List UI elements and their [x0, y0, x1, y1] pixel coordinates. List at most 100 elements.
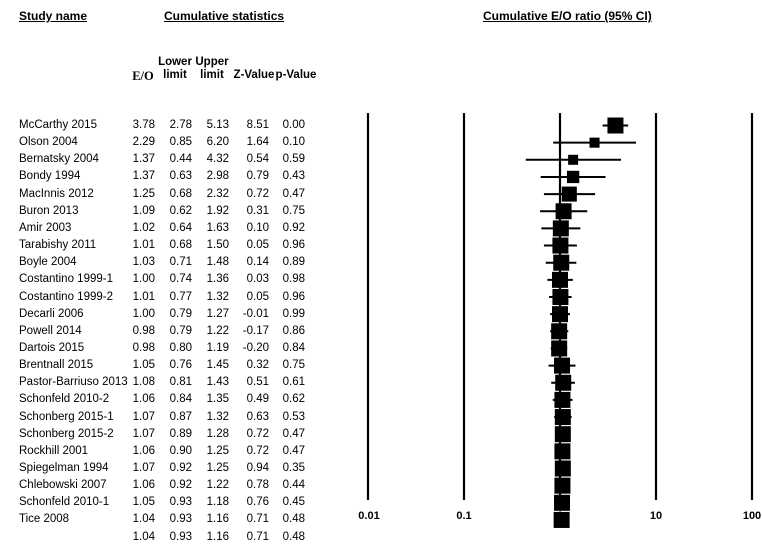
- cell-upper: 1.16: [206, 530, 229, 543]
- cell-upper: 1.28: [206, 427, 229, 440]
- cell-lower: 0.93: [169, 530, 192, 543]
- cell-p: 0.99: [282, 307, 305, 320]
- estimate-square: [554, 494, 571, 511]
- estimate-square: [554, 357, 571, 374]
- cell-p: 0.10: [282, 136, 305, 149]
- cell-upper: 2.32: [206, 187, 229, 200]
- cell-upper: 1.32: [206, 290, 229, 303]
- study-name: Schonberg 2015-2: [19, 427, 114, 440]
- table-row: Bernatsky 2004 1.37 0.44 4.32 0.54 0.59: [0, 153, 340, 170]
- cell-upper: 1.16: [206, 513, 229, 526]
- cell-lower: 0.85: [169, 136, 192, 149]
- table-row: Olson 2004 2.29 0.85 6.20 1.64 0.10: [0, 136, 340, 153]
- estimate-square: [552, 237, 569, 254]
- cell-z: 0.78: [246, 479, 269, 492]
- cell-p: 0.44: [282, 479, 305, 492]
- study-name: Chlebowski 2007: [19, 479, 107, 492]
- cell-z: 0.32: [246, 359, 269, 372]
- cell-p: 0.89: [282, 256, 305, 269]
- cell-z: 0.76: [246, 496, 269, 509]
- cell-lower: 0.68: [169, 187, 192, 200]
- cell-eo: 3.78: [132, 119, 155, 131]
- study-name: Tarabishy 2011: [19, 239, 97, 252]
- cell-lower: 0.79: [169, 324, 192, 337]
- study-name: McCarthy 2015: [19, 119, 97, 131]
- estimate-square: [554, 426, 571, 443]
- estimate-square: [554, 477, 571, 494]
- cell-upper: 4.32: [206, 153, 229, 166]
- table-row: McCarthy 2015 3.78 2.78 5.13 8.51 0.00: [0, 119, 340, 136]
- cell-eo: 1.37: [132, 170, 155, 183]
- cumulative-statistics-header: Cumulative statistics: [164, 9, 285, 23]
- x-tick-label-1: 1: [556, 510, 564, 522]
- cell-p: 0.48: [282, 513, 305, 526]
- cell-upper: 1.36: [206, 273, 229, 286]
- cell-upper: 1.27: [206, 307, 229, 320]
- cell-z: 0.54: [246, 153, 269, 166]
- estimate-square: [589, 137, 600, 148]
- forest-plot: [366, 113, 754, 528]
- estimate-square: [554, 391, 571, 408]
- cell-p: 0.96: [282, 239, 305, 252]
- estimate-square: [554, 460, 571, 477]
- cell-lower: 0.74: [169, 273, 192, 286]
- table-row: Decarli 2006 1.00 0.79 1.27 -0.01 0.99: [0, 308, 340, 325]
- cell-z: 0.05: [246, 239, 269, 252]
- estimate-square: [552, 289, 569, 305]
- estimate-square: [551, 323, 568, 340]
- x-tick-label-0.01: 0.01: [358, 510, 380, 522]
- cell-p: 0.47: [282, 444, 305, 457]
- cell-upper: 1.63: [206, 221, 229, 234]
- cell-lower: 0.92: [169, 462, 192, 474]
- cell-lower: 0.63: [169, 170, 192, 183]
- col-header-lower-line2: limit: [163, 69, 187, 81]
- cell-eo: 1.37: [132, 153, 155, 166]
- table-row: Powell 2014 0.98 0.79 1.22 -0.17 0.86: [0, 325, 340, 342]
- cell-upper: 1.48: [206, 256, 229, 269]
- x-tick-label-100: 100: [742, 510, 762, 522]
- table-row: MacInnis 2012 1.25 0.68 2.32 0.72 0.47: [0, 188, 340, 205]
- col-header-upper-line2: limit: [200, 69, 224, 81]
- table-row: Buron 2013 1.09 0.62 1.92 0.31 0.75: [0, 205, 340, 222]
- cell-z: 0.72: [246, 444, 269, 457]
- cell-eo: 1.00: [132, 307, 155, 320]
- cell-upper: 1.92: [206, 204, 229, 217]
- cell-p: 0.53: [282, 410, 305, 423]
- table-row: Schonfeld 2010-2 1.06 0.84 1.35 0.49 0.62: [0, 393, 340, 410]
- col-header-z: Z-Value: [233, 69, 275, 81]
- estimate-square: [553, 511, 570, 528]
- forest-plot-title: Cumulative E/O ratio (95% CI): [483, 9, 652, 23]
- cell-lower: 0.79: [169, 307, 192, 320]
- cell-eo: 1.01: [132, 239, 155, 252]
- cell-eo: 1.03: [132, 256, 155, 269]
- cell-upper: 1.45: [206, 359, 229, 372]
- table-row: Brentnall 2015 1.05 0.76 1.45 0.32 0.75: [0, 359, 340, 376]
- cell-z: -0.01: [242, 307, 269, 320]
- cell-z: 0.31: [246, 204, 269, 217]
- cell-p: 0.75: [282, 359, 305, 372]
- study-name: Tice 2008: [19, 513, 70, 526]
- study-name: Costantino 1999-1: [19, 273, 113, 286]
- study-name: Powell 2014: [19, 324, 82, 337]
- study-name: Schonfeld 2010-2: [19, 393, 110, 406]
- col-header-lower: Lower limit: [158, 56, 192, 82]
- x-tick-label-0.1: 0.1: [456, 510, 472, 522]
- table-row: Tice 2008 1.04 0.93 1.16 0.71 0.48: [0, 513, 340, 530]
- cell-z: 0.51: [246, 376, 269, 389]
- cell-upper: 1.25: [206, 462, 229, 474]
- cell-z: 0.79: [246, 170, 269, 183]
- cell-eo: 0.98: [132, 341, 155, 354]
- study-name: Rockhill 2001: [19, 444, 89, 457]
- cell-z: 0.10: [246, 221, 269, 234]
- cell-p: 0.00: [282, 119, 305, 131]
- cell-upper: 1.50: [206, 239, 229, 252]
- study-name: Buron 2013: [19, 204, 79, 217]
- cell-eo: 1.08: [132, 376, 155, 389]
- study-name: Olson 2004: [19, 136, 78, 149]
- cell-lower: 0.44: [169, 153, 192, 166]
- cell-p: 0.48: [282, 530, 305, 543]
- estimate-square: [552, 271, 568, 288]
- table-row: Amir 2003 1.02 0.64 1.63 0.10 0.92: [0, 222, 340, 239]
- cell-lower: 0.71: [169, 256, 192, 269]
- cell-eo: 1.01: [132, 290, 155, 303]
